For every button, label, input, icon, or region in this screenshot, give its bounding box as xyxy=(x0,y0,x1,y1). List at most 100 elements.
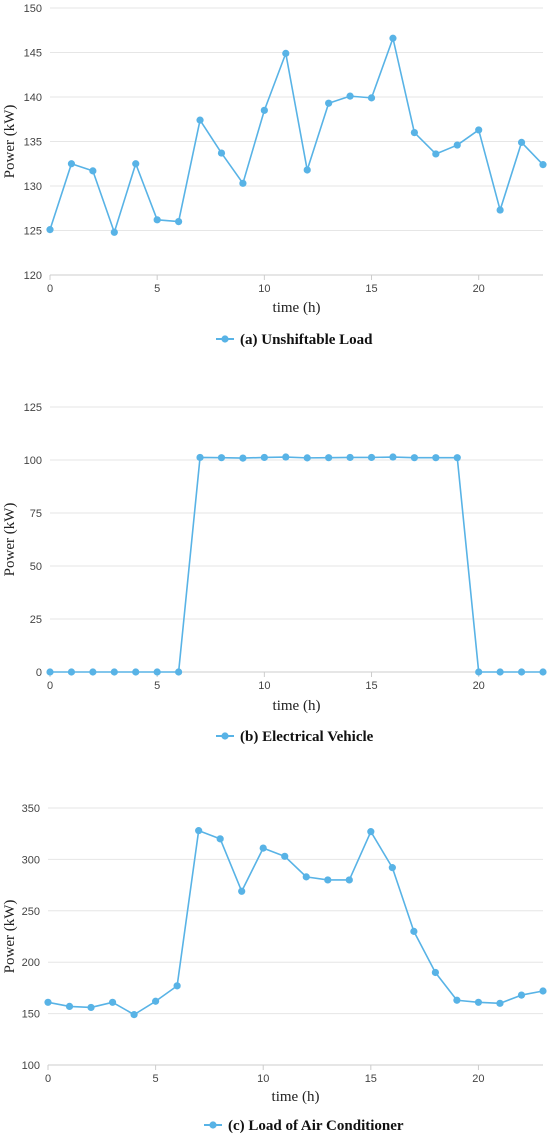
data-point xyxy=(196,116,204,124)
data-point xyxy=(217,149,226,157)
data-point xyxy=(239,179,247,187)
data-point xyxy=(539,987,547,995)
data-point xyxy=(367,94,376,102)
data-point xyxy=(324,876,332,884)
data-point xyxy=(65,1002,74,1011)
data-point xyxy=(153,668,161,676)
data-point xyxy=(238,887,246,895)
data-point xyxy=(67,668,76,676)
legend-item: (a) Unshiftable Load xyxy=(216,332,373,348)
y-tick-label: 140 xyxy=(24,92,42,104)
data-point xyxy=(153,216,161,224)
data-point xyxy=(108,998,117,1006)
data-point xyxy=(173,982,181,990)
y-tick-label: 200 xyxy=(22,957,40,969)
legend-label: (b) Electrical Vehicle xyxy=(240,729,374,745)
data-point xyxy=(410,129,418,137)
data-point xyxy=(132,160,140,168)
data-point xyxy=(539,161,547,169)
data-point xyxy=(410,927,418,935)
data-point xyxy=(239,454,247,462)
y-tick-label: 125 xyxy=(24,402,42,414)
data-point xyxy=(325,454,333,462)
data-point xyxy=(44,998,52,1006)
data-point xyxy=(175,218,183,226)
y-tick-label: 100 xyxy=(22,1060,40,1072)
data-point xyxy=(302,873,310,881)
data-point xyxy=(260,106,268,114)
y-tick-label: 145 xyxy=(24,48,42,60)
chart-panel-3: 100 150 200 250 300 350 0 5 10 15 20 time (h) Power … xyxy=(2,803,547,1134)
x-tick-label: 0 xyxy=(47,680,53,692)
data-point xyxy=(517,668,526,676)
series-line xyxy=(47,829,544,1016)
data-point xyxy=(410,454,418,462)
data-point xyxy=(346,92,354,100)
y-tick-label: 50 xyxy=(30,561,42,573)
data-point xyxy=(303,166,311,174)
data-point xyxy=(259,844,267,852)
data-point xyxy=(388,864,396,872)
x-tick-label: 15 xyxy=(365,283,377,295)
y-tick-label: 75 xyxy=(30,508,42,520)
data-point xyxy=(432,150,440,158)
y-tick-label: 125 xyxy=(24,226,42,238)
y-tick-label: 150 xyxy=(24,3,42,15)
x-tick-label: 15 xyxy=(365,680,377,692)
data-point xyxy=(46,668,54,676)
x-tick-label: 5 xyxy=(154,283,160,295)
x-tick-label: 10 xyxy=(257,1073,269,1085)
legend-label: (c) Load of Air Conditioner xyxy=(228,1118,404,1134)
data-point xyxy=(195,827,203,835)
legend-marker xyxy=(221,732,229,740)
legend-item: (c) Load of Air Conditioner xyxy=(204,1118,404,1134)
data-point xyxy=(474,998,483,1006)
y-tick-label: 130 xyxy=(24,181,42,193)
y-tick-label: 150 xyxy=(22,1009,40,1021)
data-point xyxy=(453,141,461,149)
data-point xyxy=(475,126,483,134)
y-axis-title: Power (kW) xyxy=(2,503,18,577)
data-point xyxy=(453,454,461,462)
x-tick-label: 20 xyxy=(473,680,485,692)
data-point xyxy=(539,668,547,676)
y-tick-label: 25 xyxy=(30,614,42,626)
data-point xyxy=(431,968,439,977)
legend-label: (a) Unshiftable Load xyxy=(240,332,373,348)
x-axis-title: time (h) xyxy=(273,300,321,316)
data-point xyxy=(346,453,354,462)
data-point xyxy=(282,453,290,461)
data-point xyxy=(46,226,54,234)
y-tick-label: 250 xyxy=(22,906,40,918)
chart-panel-2: 0 25 50 75 100 125 0 5 10 15 20 time (h) Power (kW) (… xyxy=(2,402,547,745)
x-tick-label: 15 xyxy=(365,1073,377,1085)
x-tick-label: 10 xyxy=(258,283,270,295)
data-point xyxy=(89,668,97,676)
data-point xyxy=(110,228,118,236)
data-point xyxy=(303,454,311,462)
x-tick-label: 20 xyxy=(472,1073,484,1085)
data-point xyxy=(432,454,440,462)
series-line xyxy=(49,37,544,234)
x-tick-label: 0 xyxy=(47,283,53,295)
y-tick-label: 100 xyxy=(24,455,42,467)
y-tick-label: 350 xyxy=(22,803,40,815)
data-point xyxy=(453,996,461,1004)
x-tick-label: 5 xyxy=(154,680,160,692)
x-tick-label: 10 xyxy=(258,680,270,692)
x-tick-label: 5 xyxy=(153,1073,159,1085)
data-point xyxy=(260,453,268,462)
legend-marker xyxy=(209,1121,217,1129)
y-axis-title: Power (kW) xyxy=(2,900,18,974)
data-point xyxy=(389,34,397,42)
data-point xyxy=(152,997,160,1005)
data-point xyxy=(67,160,76,168)
x-tick-label: 0 xyxy=(45,1073,51,1085)
chart-panel-1: 120 125 130 135 140 145 150 0 5 10 15 20 time (h) Pow… xyxy=(2,3,547,348)
data-point xyxy=(281,852,289,860)
data-point xyxy=(110,668,118,676)
data-point xyxy=(345,876,353,884)
x-axis-title: time (h) xyxy=(272,1089,320,1105)
